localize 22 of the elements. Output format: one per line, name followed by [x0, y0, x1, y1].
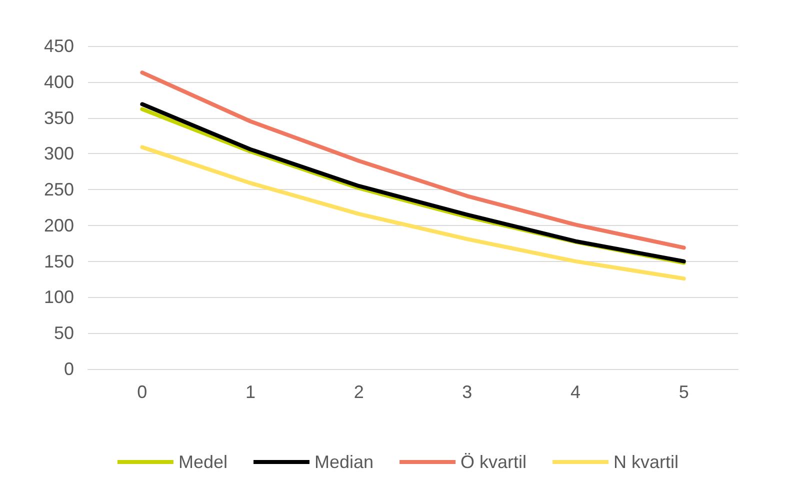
- y-tick-label: 350: [44, 108, 74, 128]
- x-tick-label: 4: [570, 382, 581, 402]
- y-tick-label: 300: [44, 144, 74, 164]
- y-tick-label: 450: [44, 36, 74, 56]
- line-series: [140, 70, 686, 250]
- y-tick-label: 150: [44, 251, 74, 272]
- legend-label: N kvartil: [614, 452, 679, 472]
- y-tick-label: 250: [44, 180, 74, 200]
- legend-label: Median: [314, 452, 374, 472]
- x-tick-label: 3: [462, 382, 472, 402]
- y-tick-label: 100: [44, 287, 74, 308]
- legend-label: Medel: [178, 452, 228, 472]
- y-tick-label: 200: [44, 215, 74, 236]
- y-tick-label: 0: [64, 359, 74, 379]
- x-tick-label: 0: [137, 382, 148, 402]
- x-tick-label: 5: [678, 382, 689, 402]
- line-series: [140, 145, 686, 281]
- y-tick-label: 400: [44, 72, 74, 92]
- x-tick-label: 2: [354, 382, 364, 402]
- legend-label: Ö kvartil: [460, 452, 527, 472]
- y-tick-label: 50: [54, 323, 74, 344]
- x-tick-label: 1: [245, 382, 256, 402]
